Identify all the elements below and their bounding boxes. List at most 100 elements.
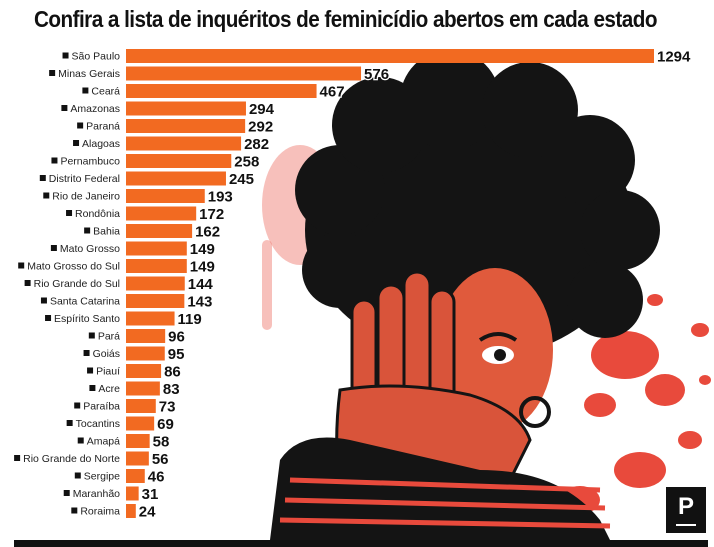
bar	[126, 84, 317, 98]
bar	[126, 276, 185, 291]
value-label: 24	[139, 504, 156, 521]
value-label: 69	[157, 416, 174, 433]
value-label: 143	[187, 294, 212, 311]
category-label: Amazonas	[70, 103, 120, 115]
category-label: Santa Catarina	[50, 296, 120, 308]
legend-square	[74, 402, 81, 409]
chart-title: Confira a lista de inquéritos de feminic…	[34, 6, 657, 32]
value-label: 149	[190, 259, 215, 276]
bar	[126, 329, 166, 343]
value-label: 144	[188, 276, 214, 293]
bar	[126, 381, 160, 396]
bar	[126, 294, 185, 308]
value-label: 1294	[657, 49, 691, 66]
legend-square	[63, 490, 70, 496]
category-label: Paraná	[86, 121, 120, 133]
legend-square	[14, 455, 21, 461]
value-label: 83	[163, 381, 180, 398]
value-label: 119	[178, 311, 202, 328]
bar	[126, 241, 187, 256]
legend-square	[83, 350, 90, 356]
bar	[126, 346, 165, 361]
value-label: 96	[168, 329, 185, 346]
value-label: 245	[229, 171, 254, 188]
bar	[126, 206, 197, 221]
category-label: Mato Grosso	[60, 243, 120, 255]
bar	[126, 171, 226, 186]
value-label: 467	[320, 84, 345, 101]
legend-square	[88, 332, 95, 339]
category-label: Minas Gerais	[58, 68, 120, 80]
value-label: 56	[152, 451, 169, 468]
value-label: 193	[208, 189, 233, 206]
legend-square	[71, 507, 78, 514]
bar	[126, 101, 246, 116]
bar	[126, 399, 156, 413]
legend-square	[66, 210, 73, 216]
value-label: 282	[244, 136, 269, 153]
category-label: Rondônia	[75, 208, 120, 220]
bar	[126, 154, 232, 168]
bar	[126, 416, 155, 431]
value-label: 172	[199, 206, 224, 223]
value-label: 292	[248, 119, 273, 136]
legend-square	[49, 70, 56, 76]
bar	[126, 451, 149, 466]
bar	[126, 49, 654, 63]
bar	[126, 469, 145, 483]
legend-square	[50, 245, 57, 251]
bottom-rule	[14, 540, 708, 547]
legend-square	[39, 175, 46, 181]
legend-square	[89, 385, 96, 391]
bar	[126, 259, 187, 273]
category-label: Sergipe	[84, 471, 120, 483]
category-label: Roraima	[80, 506, 120, 518]
category-label: Distrito Federal	[49, 173, 120, 185]
category-label: Amapá	[87, 436, 120, 448]
category-label: Espírito Santo	[54, 313, 120, 325]
value-label: 58	[153, 434, 170, 451]
category-label: Rio Grande do Norte	[23, 453, 120, 465]
value-label: 73	[159, 399, 176, 416]
value-label: 46	[148, 469, 165, 486]
value-label: 95	[168, 346, 185, 363]
category-label: Rio de Janeiro	[52, 191, 120, 203]
legend-square	[24, 280, 31, 286]
category-label: Mato Grosso do Sul	[27, 261, 120, 273]
category-label: Ceará	[91, 86, 120, 98]
legend-square	[74, 472, 81, 479]
face	[437, 268, 553, 432]
category-label: Piauí	[96, 366, 120, 378]
category-label: Paraíba	[83, 401, 120, 413]
value-label: 149	[190, 241, 215, 258]
legend-square	[18, 262, 25, 269]
category-label: Tocantins	[76, 418, 120, 430]
category-label: Rio Grande do Sul	[34, 278, 120, 290]
legend-square	[87, 367, 94, 374]
legend-square	[61, 105, 68, 111]
bar	[126, 504, 136, 518]
bar	[126, 119, 246, 133]
legend-square	[45, 315, 52, 321]
category-label: Goiás	[93, 348, 120, 360]
category-label: Bahia	[93, 226, 120, 238]
legend-square	[40, 297, 47, 304]
value-label: 86	[164, 364, 181, 381]
value-label: 576	[364, 66, 389, 83]
hair	[295, 50, 660, 360]
legend-square	[73, 140, 80, 146]
value-label: 31	[142, 486, 159, 503]
legend-square	[82, 87, 89, 94]
bar	[126, 486, 139, 501]
category-label: Pará	[98, 331, 120, 343]
legend-square	[77, 122, 84, 129]
category-label: Maranhão	[73, 488, 120, 500]
publisher-logo: P	[666, 487, 706, 533]
legend-square	[77, 437, 84, 444]
category-label: São Paulo	[72, 51, 121, 63]
value-label: 258	[234, 154, 259, 171]
legend-square	[84, 227, 91, 234]
category-label: Alagoas	[82, 138, 120, 150]
